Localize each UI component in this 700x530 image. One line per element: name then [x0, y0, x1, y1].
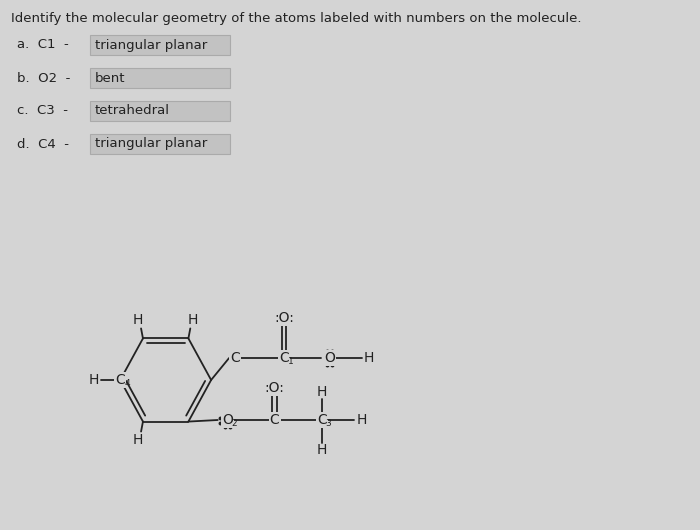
- Bar: [90, 101, 230, 121]
- Text: Identify the molecular geometry of the atoms labeled with numbers on the molecul: Identify the molecular geometry of the a…: [11, 12, 582, 25]
- Text: H: H: [133, 313, 144, 328]
- Text: 3: 3: [326, 420, 331, 428]
- Text: C: C: [116, 373, 125, 387]
- Bar: [90, 134, 230, 154]
- Text: H: H: [133, 432, 144, 447]
- Text: c.  C3  -: c. C3 -: [17, 104, 68, 118]
- Text: H: H: [188, 313, 198, 328]
- Text: H: H: [356, 413, 367, 427]
- Text: C: C: [270, 413, 279, 427]
- Text: H: H: [88, 373, 99, 387]
- Text: H: H: [316, 443, 327, 457]
- Text: H: H: [316, 385, 327, 399]
- Bar: [90, 68, 230, 88]
- Text: :O:: :O:: [274, 311, 294, 325]
- Text: C: C: [230, 351, 239, 365]
- Text: 1: 1: [288, 358, 293, 367]
- Text: bent: bent: [94, 72, 125, 84]
- Text: :O:: :O:: [265, 381, 284, 395]
- Text: C: C: [279, 351, 289, 365]
- Text: 4: 4: [125, 379, 131, 388]
- Text: 2: 2: [231, 420, 237, 428]
- Text: O: O: [324, 351, 335, 365]
- Text: triangular planar: triangular planar: [94, 137, 207, 151]
- Text: triangular planar: triangular planar: [94, 39, 207, 51]
- Text: d.  C4  -: d. C4 -: [17, 137, 69, 151]
- Text: b.  O2  -: b. O2 -: [17, 72, 71, 84]
- Text: a.  C1  -: a. C1 -: [17, 39, 69, 51]
- Text: H: H: [364, 351, 374, 365]
- Text: tetrahedral: tetrahedral: [94, 104, 169, 118]
- Text: O: O: [222, 413, 232, 427]
- Bar: [90, 35, 230, 55]
- Text: C: C: [317, 413, 327, 427]
